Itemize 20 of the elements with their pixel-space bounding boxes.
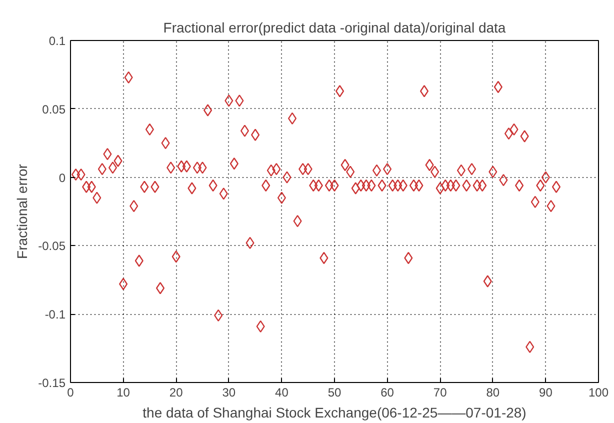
x-tick-label: 30 [222,386,236,400]
x-tick-label: 60 [380,386,394,400]
x-tick-label: 70 [433,386,448,400]
x-tick-label: 10 [116,386,130,400]
y-tick-label: -0.15 [38,376,66,390]
y-tick-label: -0.05 [38,239,66,254]
x-tick-label: 50 [328,386,342,400]
y-tick-label: 0.05 [42,102,66,116]
x-tick-label: 20 [169,386,184,400]
x-tick-label: 90 [539,386,553,400]
chart-title: Fractional error(predict data -original data)/original data [163,20,506,36]
x-tick-label: 0 [67,386,74,400]
x-tick-label: 40 [275,386,289,400]
y-tick-label: 0.1 [48,34,66,48]
x-tick-label: 100 [588,386,609,400]
y-axis-title: Fractional error [14,164,30,259]
x-tick-label: 80 [486,386,500,400]
y-tick-label: 0 [58,170,66,185]
y-tick-label: -0.1 [44,308,66,322]
x-axis-title: the data of Shanghai Stock Exchange(06-12-25——07-01-28) [142,404,526,420]
